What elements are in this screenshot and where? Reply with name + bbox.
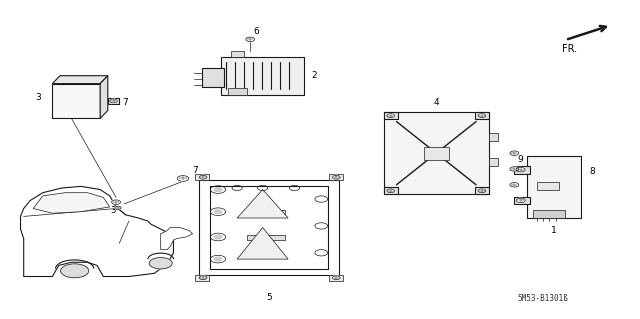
- Polygon shape: [52, 76, 108, 84]
- Circle shape: [177, 176, 189, 181]
- Text: 9: 9: [518, 155, 524, 164]
- Circle shape: [246, 37, 255, 41]
- Circle shape: [516, 198, 525, 203]
- Bar: [195, 174, 209, 180]
- Circle shape: [61, 264, 89, 278]
- Text: 3: 3: [110, 206, 116, 215]
- Bar: [534, 210, 565, 218]
- Circle shape: [115, 206, 121, 210]
- Text: 4: 4: [433, 98, 439, 107]
- Text: 5M53-B1301ß: 5M53-B1301ß: [518, 294, 568, 303]
- Bar: [527, 156, 581, 218]
- Bar: [246, 210, 285, 215]
- Text: FR.: FR.: [562, 44, 577, 54]
- Bar: [221, 57, 304, 95]
- Circle shape: [478, 189, 486, 193]
- Bar: [537, 182, 559, 190]
- Bar: [228, 88, 246, 95]
- Text: 7: 7: [193, 166, 198, 175]
- Circle shape: [214, 235, 222, 239]
- Text: 1: 1: [551, 226, 557, 235]
- Bar: [231, 51, 244, 57]
- Bar: [108, 98, 119, 105]
- Bar: [68, 78, 76, 83]
- Bar: [475, 112, 489, 119]
- Text: 8: 8: [589, 167, 595, 176]
- Polygon shape: [20, 186, 173, 277]
- Bar: [489, 158, 499, 166]
- Bar: [330, 174, 343, 180]
- Circle shape: [516, 167, 525, 172]
- Polygon shape: [100, 76, 108, 118]
- Text: 7: 7: [122, 98, 127, 108]
- Polygon shape: [237, 189, 288, 218]
- Circle shape: [214, 188, 222, 191]
- Text: 2: 2: [312, 71, 317, 80]
- Polygon shape: [161, 227, 193, 250]
- Circle shape: [109, 99, 117, 103]
- Circle shape: [149, 257, 172, 269]
- Bar: [202, 68, 225, 87]
- Bar: [195, 275, 209, 281]
- Bar: [515, 197, 531, 204]
- Circle shape: [333, 175, 340, 179]
- Text: 5: 5: [266, 293, 272, 301]
- Circle shape: [333, 276, 340, 280]
- Text: 6: 6: [253, 27, 259, 36]
- Bar: [58, 78, 65, 83]
- Circle shape: [199, 276, 207, 280]
- Bar: [384, 187, 397, 194]
- Circle shape: [214, 257, 222, 261]
- Bar: [52, 84, 100, 118]
- Bar: [475, 187, 489, 194]
- Bar: [515, 166, 531, 174]
- Bar: [246, 235, 285, 240]
- Bar: [330, 275, 343, 281]
- Bar: [384, 112, 489, 194]
- Bar: [78, 78, 86, 83]
- Polygon shape: [237, 227, 288, 259]
- Circle shape: [387, 189, 394, 193]
- Bar: [384, 112, 397, 119]
- Circle shape: [214, 210, 222, 214]
- Circle shape: [478, 114, 486, 117]
- Circle shape: [199, 175, 207, 179]
- Circle shape: [387, 114, 394, 117]
- Bar: [489, 133, 499, 141]
- Text: 3: 3: [35, 93, 41, 102]
- Circle shape: [111, 200, 120, 204]
- Bar: [88, 78, 96, 83]
- Circle shape: [510, 167, 519, 171]
- Polygon shape: [33, 193, 109, 213]
- Bar: [424, 147, 449, 160]
- Circle shape: [510, 151, 519, 155]
- Circle shape: [510, 182, 519, 187]
